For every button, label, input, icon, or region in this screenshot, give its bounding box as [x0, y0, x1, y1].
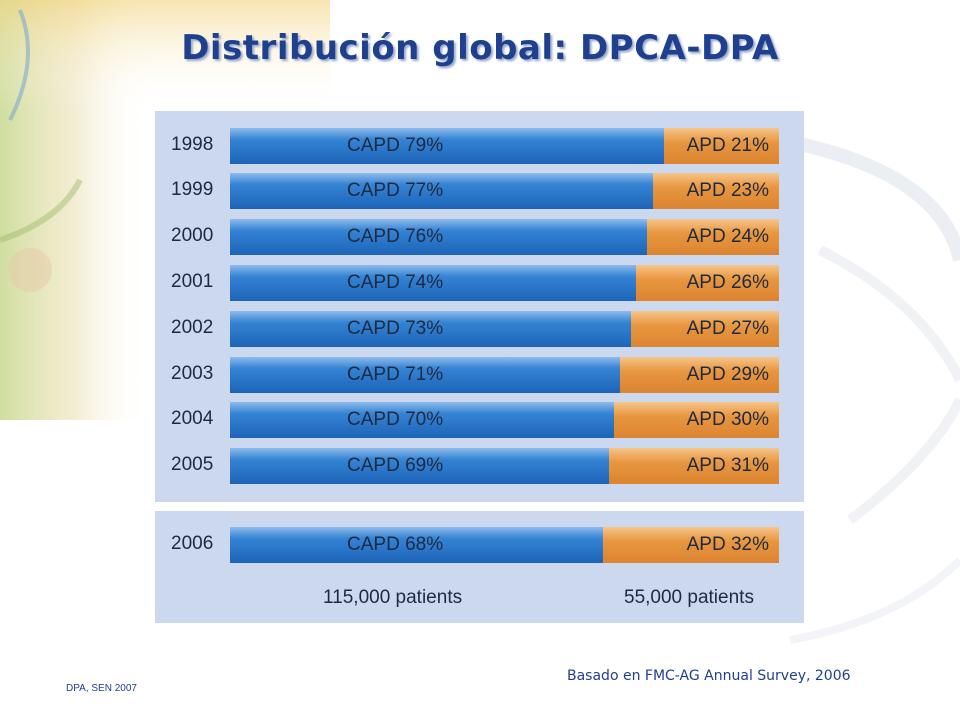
capd-bar-segment: CAPD 68%	[230, 527, 603, 563]
year-label: 2006	[171, 533, 214, 554]
apd-value-label: APD 23%	[686, 180, 769, 201]
year-label: 2002	[171, 317, 214, 338]
capd-bar-segment: CAPD 70%	[230, 402, 614, 438]
stacked-bar: CAPD 70% APD 30%	[230, 402, 779, 438]
bar-row: 2003 CAPD 71% APD 29%	[155, 357, 804, 393]
year-label: 2005	[171, 454, 214, 475]
capd-bar-segment: CAPD 79%	[230, 128, 664, 164]
bar-row: 2005 CAPD 69% APD 31%	[155, 448, 804, 484]
year-label: 1999	[171, 179, 214, 200]
apd-value-label: APD 29%	[686, 364, 769, 385]
capd-patients-label: 115,000 patients	[323, 587, 463, 608]
capd-bar-segment: CAPD 69%	[230, 448, 609, 484]
capd-value-label: CAPD 68%	[347, 534, 444, 555]
capd-bar-segment: CAPD 77%	[230, 173, 653, 209]
apd-value-label: APD 21%	[686, 135, 769, 156]
capd-bar-segment: CAPD 76%	[230, 219, 647, 255]
year-label: 2004	[171, 408, 214, 429]
apd-bar-segment: APD 30%	[614, 402, 779, 438]
capd-value-label: CAPD 76%	[347, 226, 444, 247]
chart-panel-2006: 115,000 patients 55,000 patients 2006 CAP…	[155, 511, 804, 623]
year-label: 1998	[171, 134, 214, 155]
apd-bar-segment: APD 32%	[603, 527, 779, 563]
stacked-bar: CAPD 79% APD 21%	[230, 128, 779, 164]
capd-value-label: CAPD 74%	[347, 272, 444, 293]
capd-value-label: CAPD 79%	[347, 135, 444, 156]
bar-row: 2000 CAPD 76% APD 24%	[155, 219, 804, 255]
stacked-bar: CAPD 73% APD 27%	[230, 311, 779, 347]
apd-value-label: APD 32%	[686, 534, 769, 555]
year-label: 2001	[171, 271, 214, 292]
capd-bar-segment: CAPD 73%	[230, 311, 631, 347]
bar-row: 2002 CAPD 73% APD 27%	[155, 311, 804, 347]
footer-text: DPA, SEN 2007	[66, 683, 137, 694]
capd-bar-segment: CAPD 71%	[230, 357, 620, 393]
capd-value-label: CAPD 69%	[347, 455, 444, 476]
bar-row: 2004 CAPD 70% APD 30%	[155, 402, 804, 438]
apd-bar-segment: APD 26%	[636, 265, 779, 301]
capd-value-label: CAPD 71%	[347, 364, 444, 385]
apd-value-label: APD 27%	[686, 318, 769, 339]
capd-bar-segment: CAPD 74%	[230, 265, 636, 301]
capd-value-label: CAPD 73%	[347, 318, 444, 339]
stacked-bar: CAPD 71% APD 29%	[230, 357, 779, 393]
chart-panel: 1998 CAPD 79% APD 21% 1999 CAPD 77% APD 23% 20…	[155, 111, 804, 502]
stacked-bar: CAPD 68% APD 32%	[230, 527, 779, 563]
source-note: Basado en FMC-AG Annual Survey, 2006	[567, 668, 851, 684]
stacked-bar: CAPD 74% APD 26%	[230, 265, 779, 301]
apd-bar-segment: APD 29%	[620, 357, 779, 393]
bar-row: 2001 CAPD 74% APD 26%	[155, 265, 804, 301]
capd-value-label: CAPD 77%	[347, 180, 444, 201]
stacked-bar: CAPD 69% APD 31%	[230, 448, 779, 484]
apd-bar-segment: APD 23%	[653, 173, 779, 209]
apd-value-label: APD 24%	[686, 226, 769, 247]
year-label: 2000	[171, 225, 214, 246]
apd-patients-label: 55,000 patients	[624, 587, 754, 608]
bar-row: 1999 CAPD 77% APD 23%	[155, 173, 804, 209]
year-label: 2003	[171, 363, 214, 384]
stacked-bar: CAPD 77% APD 23%	[230, 173, 779, 209]
apd-value-label: APD 31%	[686, 455, 769, 476]
capd-value-label: CAPD 70%	[347, 409, 444, 430]
bar-row: 2006 CAPD 68% APD 32%	[155, 527, 804, 563]
bar-row: 1998 CAPD 79% APD 21%	[155, 128, 804, 164]
slide-title: Distribución global: DPCA-DPA	[181, 28, 779, 68]
stacked-bar: CAPD 76% APD 24%	[230, 219, 779, 255]
apd-value-label: APD 26%	[686, 272, 769, 293]
apd-bar-segment: APD 24%	[647, 219, 779, 255]
apd-value-label: APD 30%	[686, 409, 769, 430]
apd-bar-segment: APD 31%	[609, 448, 779, 484]
apd-bar-segment: APD 27%	[631, 311, 779, 347]
apd-bar-segment: APD 21%	[664, 128, 779, 164]
